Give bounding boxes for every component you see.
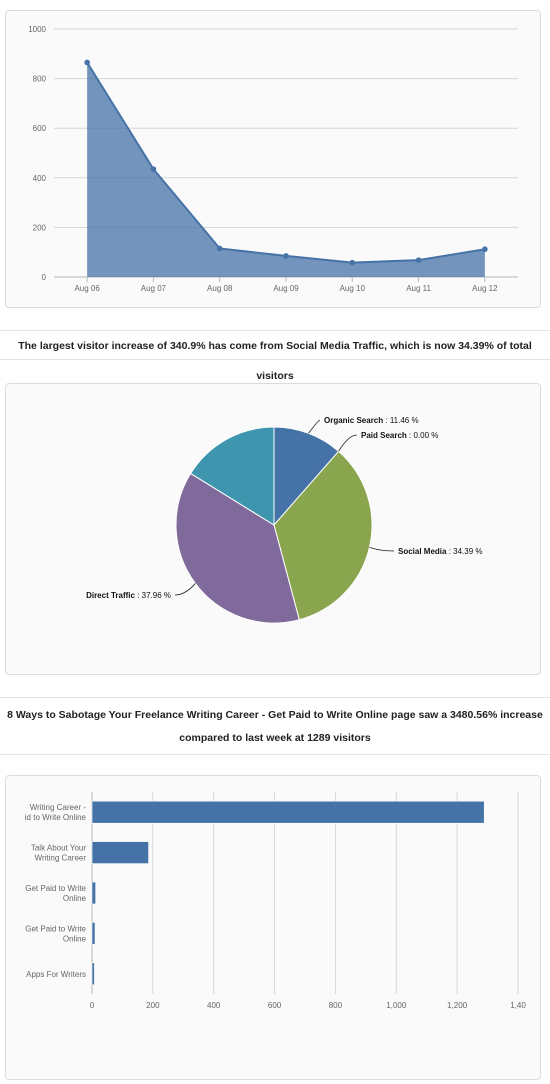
pie-label-separator: : [383,416,390,425]
area-data-point [482,246,488,253]
pie-label-separator: : [135,591,142,600]
area-fill [87,62,485,278]
area-y-tick-label: 600 [33,124,47,133]
pie-label-separator: : [446,547,453,556]
pie-label-name: Direct Traffic [86,591,135,600]
top-pages-bar-panel: 0 200 400 600 800 1,000 1,200 1,40 Writing Caree… [5,775,541,1080]
visitors-area-chart-panel: 0 200 400 600 800 1000 Aug 06 Aug 07 Aug 08 Aug 0… [5,10,541,308]
bar-category-label: Apps For Writers [26,970,86,979]
bar-rect [91,881,96,905]
area-data-point [84,59,90,66]
bar-category-label: Writing Career - [30,803,87,812]
pie-label-value: 11.46 % [390,416,419,425]
bar-category-label: Online [63,934,87,943]
pie-slice-organic-search [273,426,340,527]
bar-rect [91,962,95,986]
area-data-point [216,245,223,252]
bar-category-label: Get Paid to Write [25,884,86,893]
pie-label-name: Paid Search [361,431,407,440]
visitors-area-chart: 0 200 400 600 800 1000 Aug 06 Aug 07 Aug 08 Aug 0… [28,25,518,293]
area-x-tick-label: Aug 08 [207,284,233,293]
pie-label-social-media: Social Media : 34.39 % [398,547,483,556]
traffic-sources-pie-chart: Organic Search : 11.46 % Paid Search : 0.… [86,416,483,624]
area-data-point [415,257,422,263]
pie-connector-line [338,434,358,452]
pie-connector-line [308,419,321,434]
pie-label-name: Social Media [398,547,447,556]
area-y-tick-label: 800 [33,75,47,84]
bar-x-tick-label: 800 [329,1001,343,1010]
social-traffic-banner: The largest visitor increase of 340.9% h… [0,330,550,382]
bar-category-label: Online [63,894,87,903]
area-x-tick-label: Aug 10 [340,284,366,293]
bar-x-tick-label: 1,000 [386,1001,407,1010]
pie-label-organic-search: Organic Search : 11.46 % [324,416,419,425]
area-x-tick-label: Aug 12 [472,284,498,293]
pie-label-direct-traffic: Direct Traffic : 37.96 % [86,591,171,600]
bar-x-tick-label: 1,200 [447,1001,468,1010]
area-y-tick-label: 200 [33,223,47,232]
pie-label-paid-search: Paid Search : 0.00 % [361,431,438,440]
area-x-tick-label: Aug 06 [74,284,100,293]
bar-category-label: Talk About Your [31,844,86,853]
pie-label-value: 37.96 % [142,591,171,600]
bar-rect [91,922,96,945]
top-page-banner-line2: compared to last week at 1289 visitors [179,732,371,744]
pie-label-separator: : [407,431,414,440]
bar-category-label: Get Paid to Write [25,924,86,933]
pie-label-value: 0.00 % [413,431,438,440]
bar-rect [91,841,149,864]
pie-connector-line [369,546,395,552]
bar-x-tick-label: 200 [146,1001,160,1010]
area-x-tick-label: Aug 07 [141,284,167,293]
pie-connector-line [174,583,196,596]
bar-x-tick-label: 400 [207,1001,221,1010]
bar-x-tick-label: 600 [268,1001,282,1010]
area-data-point [349,259,356,266]
pie-slice-direct-traffic [175,472,300,624]
bar-rect [91,800,485,824]
bar-x-tick-label: 1,40 [510,1001,526,1010]
bar-category-label: Writing Career [35,854,87,863]
area-y-tick-label: 0 [42,273,47,282]
pie-label-name: Organic Search [324,416,383,425]
area-y-tick-label: 400 [33,174,47,183]
area-y-tick-label: 1000 [28,25,46,34]
top-pages-bar-chart: 0 200 400 600 800 1,000 1,200 1,40 Writing Caree… [25,792,526,1010]
area-data-point [150,166,157,172]
top-page-banner-line1: 8 Ways to Sabotage Your Freelance Writin… [7,709,543,721]
pie-slice-referral [189,426,275,526]
area-x-tick-label: Aug 09 [273,284,299,293]
bar-x-tick-label: 0 [90,1001,95,1010]
top-page-banner: 8 Ways to Sabotage Your Freelance Writin… [0,697,550,755]
area-data-point [283,253,289,259]
pie-slice-social-media [273,450,373,621]
bar-category-label: id to Write Online [25,813,87,822]
area-x-tick-label: Aug 11 [406,284,431,293]
social-traffic-banner-text: The largest visitor increase of 340.9% h… [18,340,532,382]
pie-label-value: 34.39 % [453,547,482,556]
traffic-sources-pie-panel: Organic Search : 11.46 % Paid Search : 0.… [5,383,541,675]
